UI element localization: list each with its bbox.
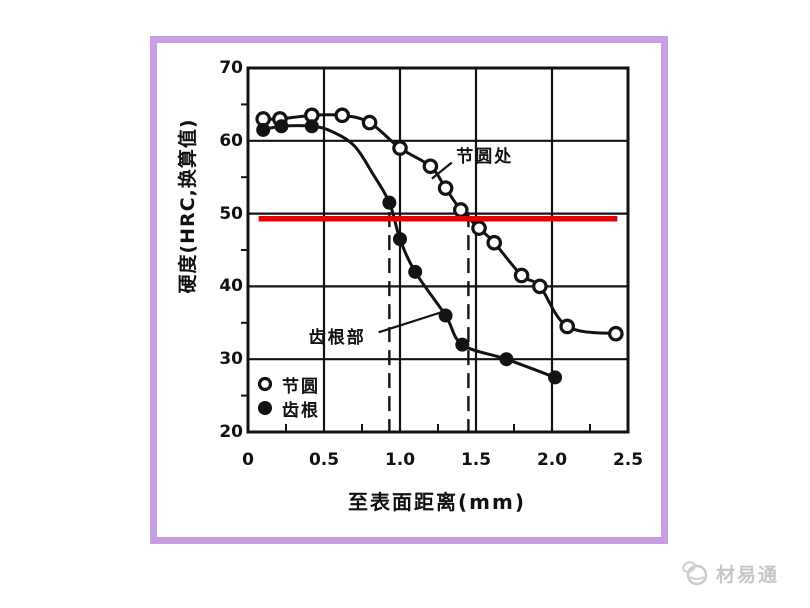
x-tick-label: 0 bbox=[242, 450, 254, 470]
legend-item-pitch-circle: 节圆 bbox=[256, 372, 320, 397]
watermark: 材易通 bbox=[680, 558, 779, 588]
x-tick-label: 1.0 bbox=[384, 450, 416, 470]
legend-label: 齿根 bbox=[282, 400, 320, 421]
x-axis-label: 至表面距离(mm) bbox=[348, 490, 526, 514]
y-tick-label: 60 bbox=[219, 130, 243, 151]
y-tick-label: 20 bbox=[219, 422, 243, 442]
chart-legend: 节圆 齿根 bbox=[256, 372, 320, 421]
legend-label: 节圆 bbox=[282, 376, 320, 397]
filled-circle-icon bbox=[258, 401, 272, 415]
legend-item-tooth-root: 齿根 bbox=[256, 396, 320, 421]
x-tick-label: 0.5 bbox=[308, 450, 340, 470]
y-tick-label: 70 bbox=[219, 58, 243, 78]
annotation-tooth-root: 齿根部 bbox=[308, 327, 366, 348]
x-tick-label: 2.5 bbox=[612, 450, 644, 470]
y-tick-label: 50 bbox=[219, 203, 243, 224]
x-tick-label: 2.0 bbox=[536, 450, 568, 470]
y-axis-label: 硬度(HRC,换算值) bbox=[177, 118, 199, 294]
y-tick-label: 40 bbox=[219, 276, 243, 297]
open-circle-icon bbox=[257, 376, 273, 392]
y-tick-label: 30 bbox=[219, 349, 243, 370]
x-tick-label: 1.5 bbox=[460, 450, 492, 470]
annotation-pitch-circle: 节圆处 bbox=[456, 147, 514, 168]
watermark-logo bbox=[682, 561, 708, 586]
watermark-text: 材易通 bbox=[716, 563, 780, 586]
